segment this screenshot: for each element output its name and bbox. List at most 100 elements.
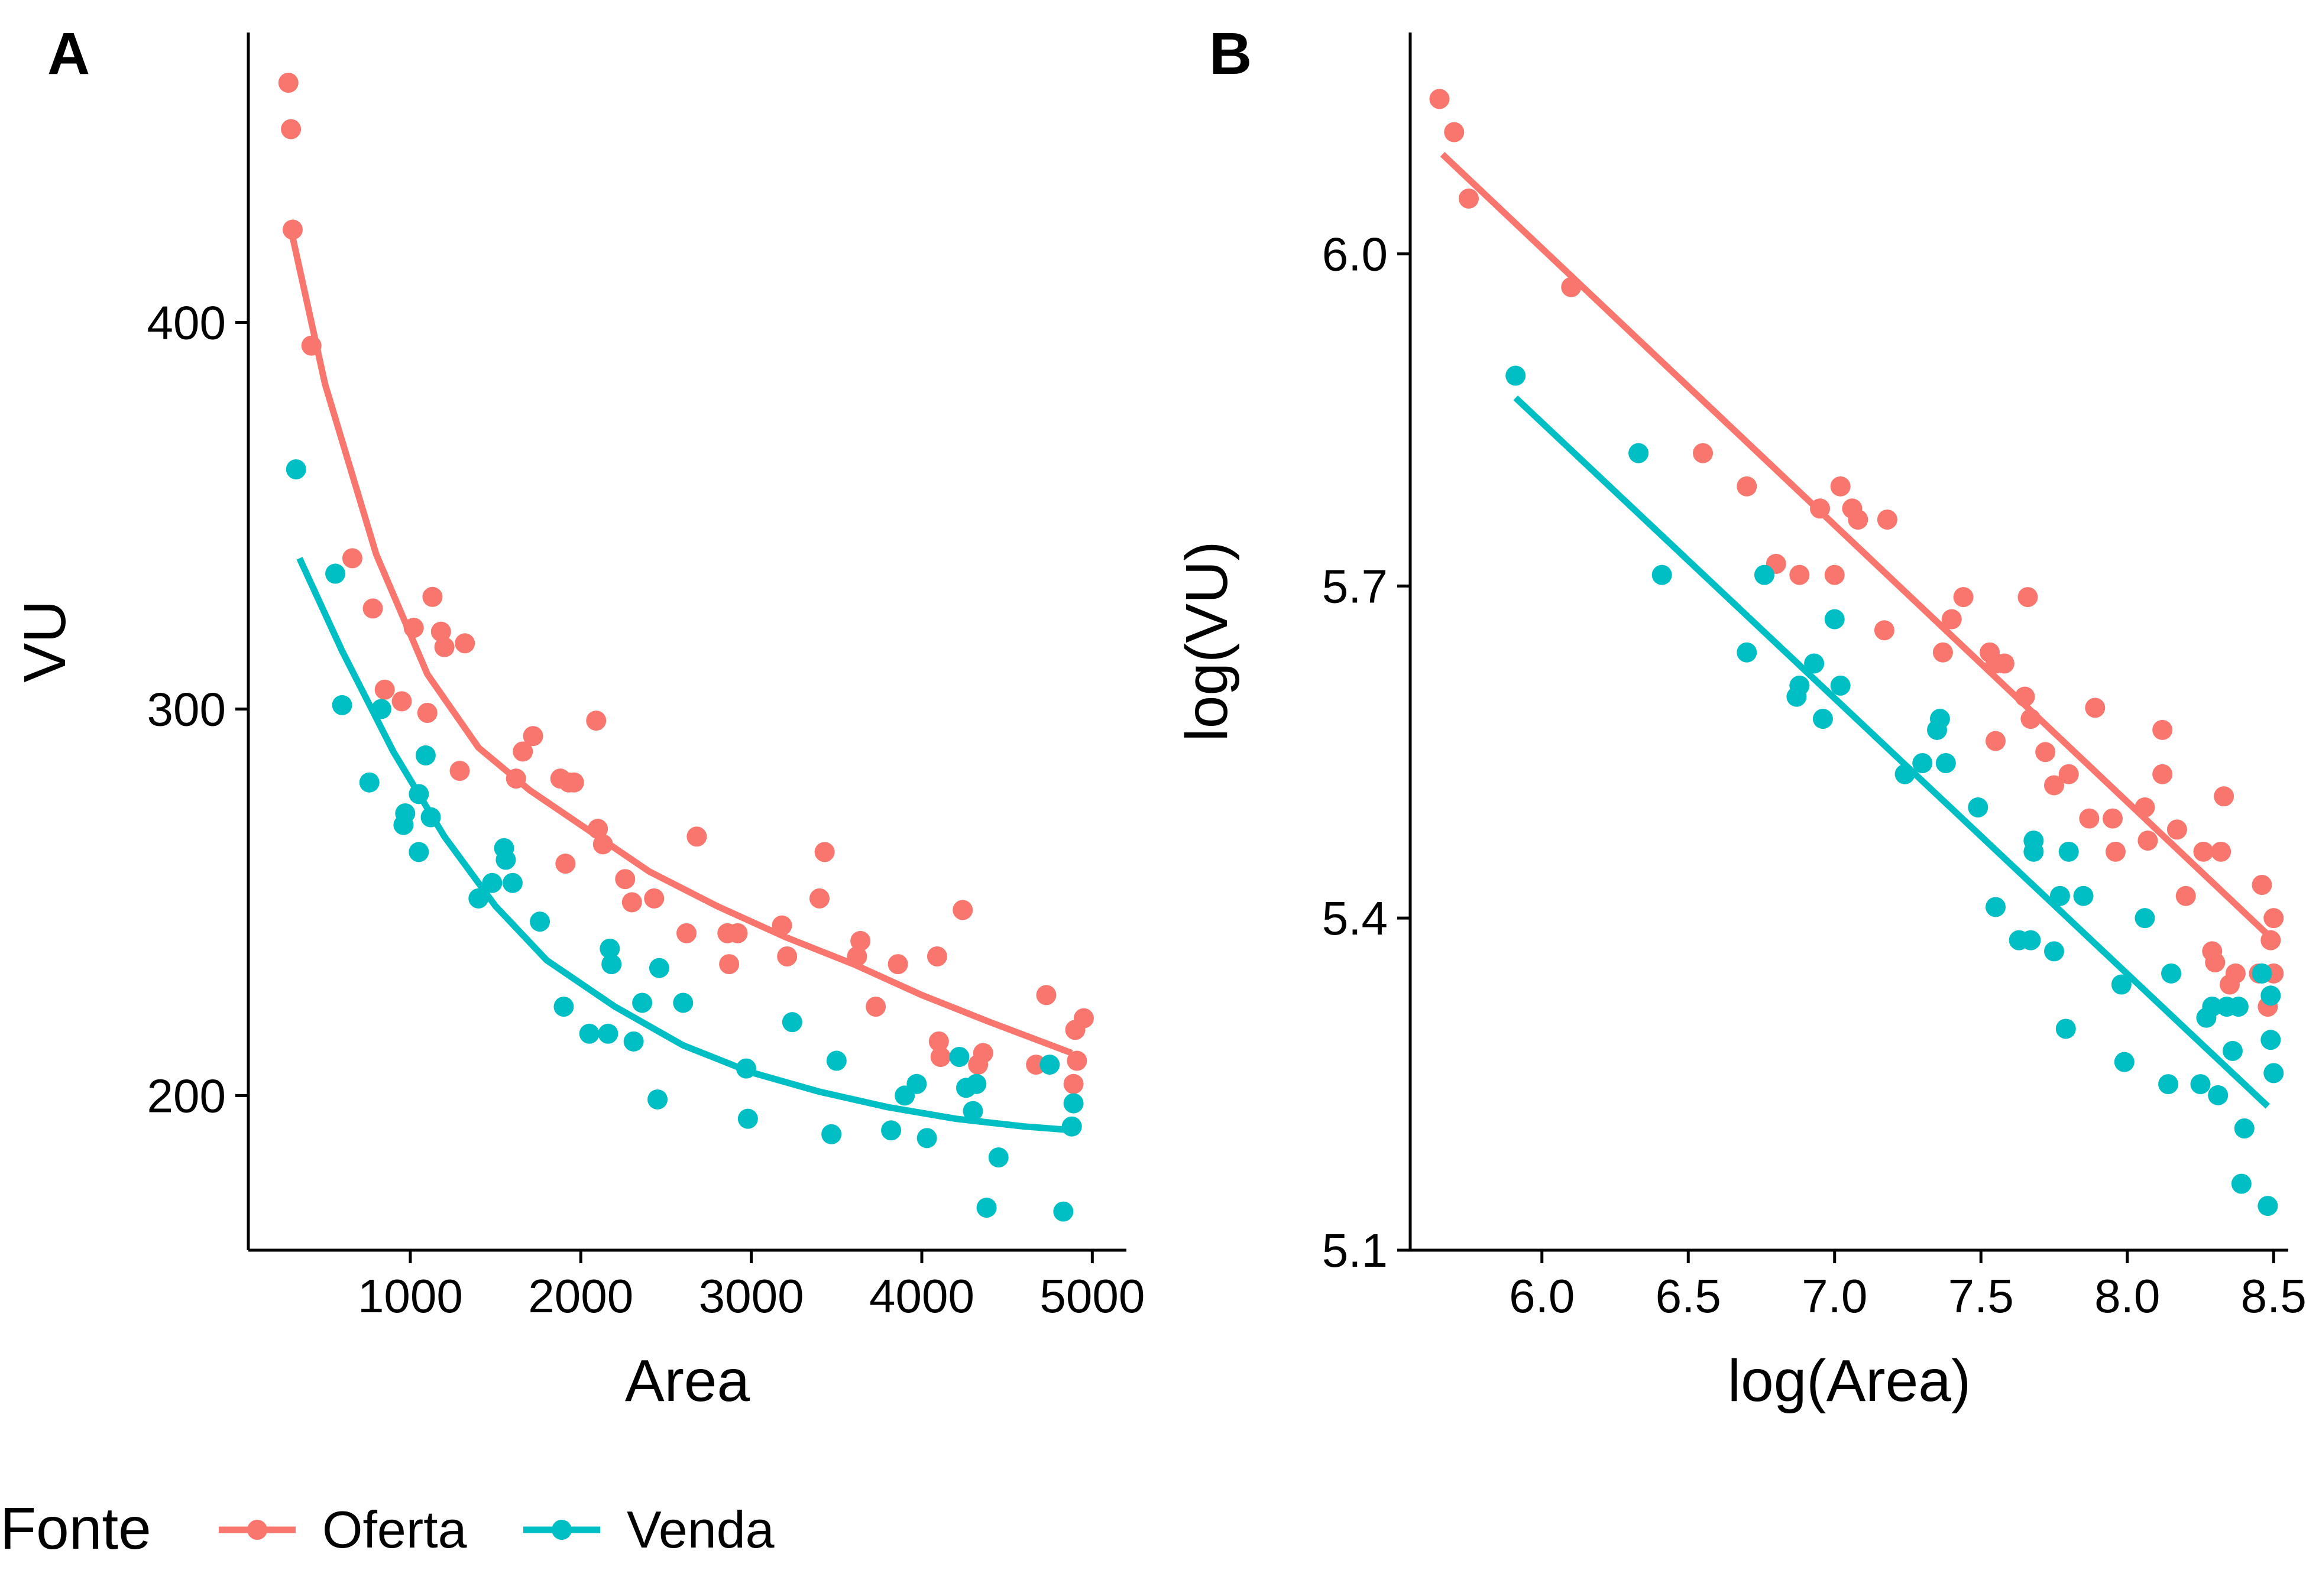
data-point xyxy=(523,726,543,747)
x-tick-label: 8.5 xyxy=(2241,1270,2306,1322)
data-point xyxy=(973,1043,993,1063)
data-point xyxy=(362,598,383,619)
data-point xyxy=(579,1023,600,1044)
data-point xyxy=(1874,620,1894,641)
data-point xyxy=(278,73,299,93)
data-point xyxy=(2058,841,2079,862)
series-oferta xyxy=(278,73,1094,1094)
data-point xyxy=(930,1047,951,1068)
data-point xyxy=(434,637,455,657)
x-axis-title: log(Area) xyxy=(1728,1348,1971,1414)
data-point xyxy=(621,892,642,913)
data-point xyxy=(2058,764,2079,784)
data-point xyxy=(2044,775,2064,796)
data-point xyxy=(1789,565,1810,585)
data-point xyxy=(2137,831,2158,851)
x-tick-label: 3000 xyxy=(699,1270,804,1322)
data-point xyxy=(1830,675,1851,696)
data-point xyxy=(2260,1030,2281,1050)
y-axis-title: log(VU) xyxy=(1174,541,1240,742)
data-point xyxy=(737,1108,758,1129)
data-point xyxy=(1804,653,1825,674)
data-point xyxy=(513,741,533,762)
panel-tag: B xyxy=(1209,21,1252,87)
data-point xyxy=(976,1198,997,1218)
data-point xyxy=(1651,565,1672,585)
data-point xyxy=(953,900,973,920)
data-point xyxy=(814,842,835,862)
data-point xyxy=(1968,797,1988,818)
data-point xyxy=(1830,476,1851,497)
legend-label-oferta: Oferta xyxy=(322,1500,467,1559)
series-oferta xyxy=(1429,89,2284,1017)
data-point xyxy=(966,1073,987,1094)
data-point xyxy=(2260,985,2281,1006)
data-point xyxy=(949,1047,970,1068)
x-tick-label: 1000 xyxy=(358,1270,463,1322)
data-point xyxy=(928,1031,949,1052)
data-point xyxy=(2114,1052,2135,1072)
data-point xyxy=(1039,1055,1060,1075)
data-point xyxy=(1444,122,1465,142)
data-point xyxy=(2111,974,2132,995)
y-tick-label: 5.7 xyxy=(1322,560,1388,612)
series-venda xyxy=(1505,365,2284,1217)
data-point xyxy=(1941,609,1962,630)
data-point xyxy=(988,1147,1009,1168)
data-point xyxy=(881,1120,902,1141)
y-tick-label: 5.4 xyxy=(1322,892,1388,945)
data-point xyxy=(359,772,380,793)
data-point xyxy=(2252,875,2272,895)
data-point xyxy=(649,958,669,978)
data-point xyxy=(422,586,443,607)
data-point xyxy=(2190,1074,2211,1095)
data-point xyxy=(2035,742,2056,763)
data-point xyxy=(1824,565,1845,585)
trend-line xyxy=(296,557,1076,1134)
data-point xyxy=(727,923,748,943)
data-point xyxy=(826,1050,847,1071)
data-point xyxy=(600,938,620,959)
data-point xyxy=(1848,510,1868,530)
data-point xyxy=(1812,709,1833,729)
data-point xyxy=(2135,908,2155,929)
data-point xyxy=(281,119,302,140)
data-point xyxy=(2193,841,2214,862)
data-point xyxy=(906,1073,927,1094)
data-point xyxy=(482,872,503,893)
legend-label-venda: Venda xyxy=(627,1500,775,1559)
data-point xyxy=(395,803,416,824)
data-point xyxy=(1693,443,1713,463)
data-point xyxy=(1459,188,1479,209)
data-point xyxy=(644,888,665,909)
data-point xyxy=(1986,897,2006,917)
data-point xyxy=(1824,609,1845,630)
data-point xyxy=(2049,885,2070,906)
data-point xyxy=(2103,808,2123,829)
data-point xyxy=(391,691,412,712)
data-point xyxy=(2152,764,2173,784)
data-point xyxy=(1073,1008,1094,1029)
data-point xyxy=(455,633,475,654)
data-point xyxy=(2152,719,2173,740)
data-point xyxy=(2263,908,2284,929)
data-point xyxy=(430,621,451,642)
legend: Fonte Oferta Venda xyxy=(0,1496,775,1562)
data-point xyxy=(1789,675,1810,696)
panel-tag: A xyxy=(47,21,90,87)
y-tick-label: 300 xyxy=(147,683,226,735)
series-venda xyxy=(286,459,1084,1222)
data-point xyxy=(1953,587,1974,608)
data-point xyxy=(850,930,871,951)
data-point xyxy=(623,1031,644,1052)
panel-a: 1000 2000 3000 4000 5000 200 300 400 Area VU A xyxy=(12,21,1145,1414)
x-axis-title: Area xyxy=(625,1348,750,1414)
data-point xyxy=(555,854,576,874)
data-point xyxy=(342,548,362,569)
data-point xyxy=(2055,1018,2076,1039)
data-point xyxy=(927,946,947,966)
x-tick-label: 7.0 xyxy=(1802,1270,1867,1322)
data-point xyxy=(409,842,429,862)
data-point xyxy=(2258,1196,2278,1217)
data-point xyxy=(2211,841,2231,862)
